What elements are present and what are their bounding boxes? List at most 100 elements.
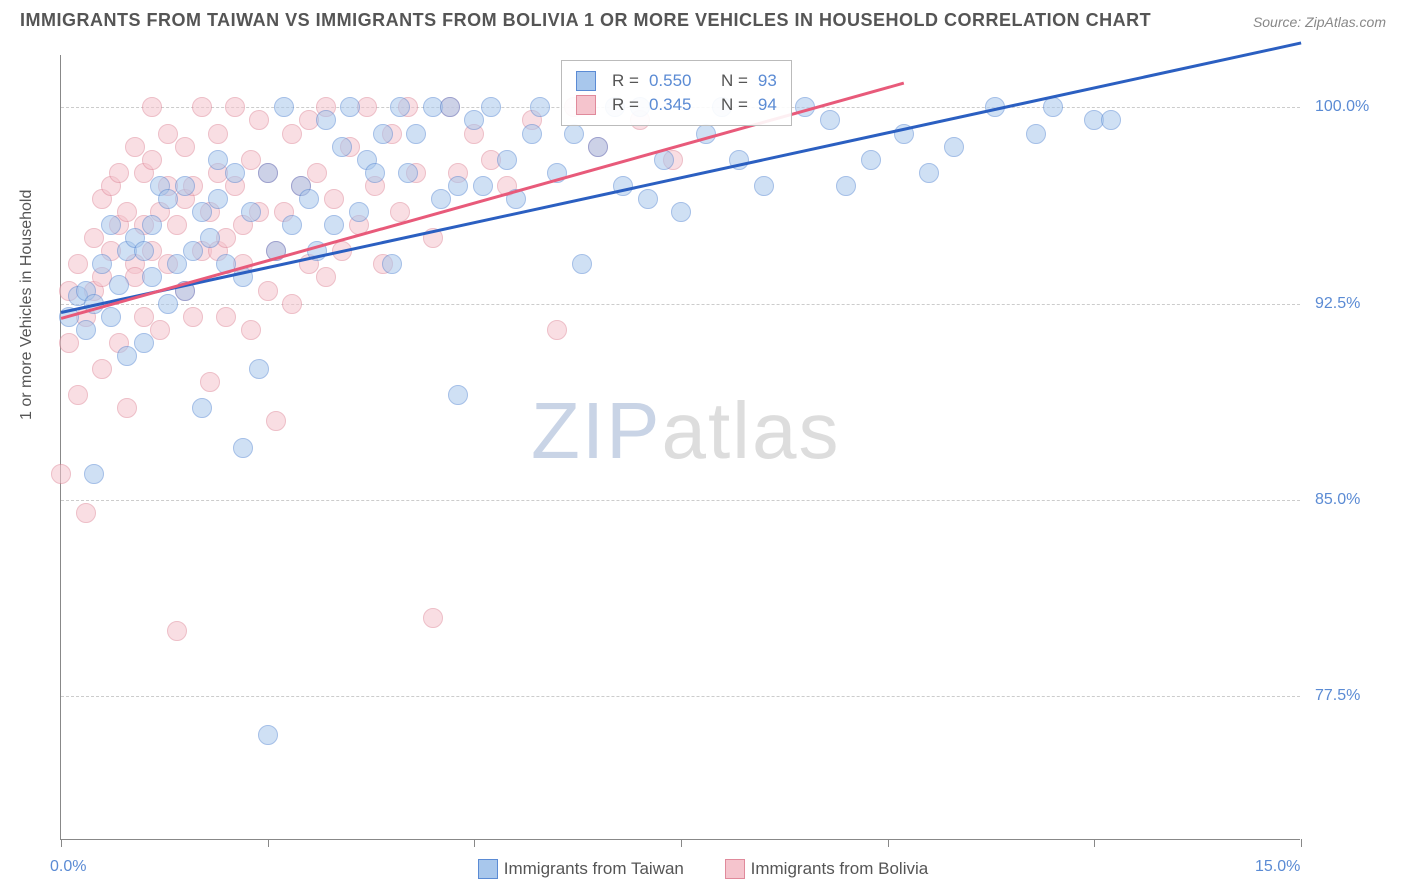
x-tick-label: 15.0% — [1255, 858, 1300, 876]
scatter-point — [200, 372, 220, 392]
y-tick-label: 92.5% — [1315, 295, 1360, 313]
y-tick-label: 100.0% — [1315, 98, 1369, 116]
scatter-point — [117, 346, 137, 366]
n-label: N = — [721, 71, 748, 91]
scatter-point — [175, 176, 195, 196]
scatter-point — [167, 254, 187, 274]
scatter-point — [208, 189, 228, 209]
scatter-point — [258, 281, 278, 301]
scatter-point — [192, 202, 212, 222]
scatter-point — [861, 150, 881, 170]
x-tick — [1094, 839, 1095, 847]
scatter-point — [76, 320, 96, 340]
scatter-point — [216, 307, 236, 327]
scatter-point — [249, 110, 269, 130]
scatter-point — [820, 110, 840, 130]
scatter-point — [944, 137, 964, 157]
scatter-point — [84, 464, 104, 484]
scatter-point — [522, 124, 542, 144]
scatter-point — [68, 385, 88, 405]
scatter-point — [233, 438, 253, 458]
scatter-point — [382, 254, 402, 274]
scatter-point — [282, 215, 302, 235]
legend-label-taiwan: Immigrants from Taiwan — [504, 859, 684, 879]
scatter-point — [431, 189, 451, 209]
x-tick — [888, 839, 889, 847]
n-value-bolivia: 94 — [758, 95, 777, 115]
gridline-h — [61, 500, 1300, 501]
correlation-stats-box: R = 0.550 N = 93 R = 0.345 N = 94 — [561, 60, 792, 126]
scatter-point — [671, 202, 691, 222]
watermark-atlas: atlas — [661, 386, 840, 475]
scatter-point — [530, 97, 550, 117]
scatter-point — [282, 294, 302, 314]
chart-title: IMMIGRANTS FROM TAIWAN VS IMMIGRANTS FRO… — [20, 10, 1151, 31]
scatter-point — [109, 163, 129, 183]
scatter-point — [68, 254, 88, 274]
scatter-point — [572, 254, 592, 274]
scatter-point — [266, 411, 286, 431]
scatter-point — [282, 124, 302, 144]
scatter-point — [183, 241, 203, 261]
r-value-taiwan: 0.550 — [649, 71, 692, 91]
scatter-point — [473, 176, 493, 196]
scatter-point — [142, 150, 162, 170]
x-tick — [61, 839, 62, 847]
gridline-h — [61, 696, 1300, 697]
y-axis-label: 1 or more Vehicles in Household — [18, 190, 36, 420]
scatter-point — [51, 464, 71, 484]
scatter-point — [324, 189, 344, 209]
bottom-legend: Immigrants from Taiwan Immigrants from B… — [0, 859, 1406, 884]
scatter-point — [101, 307, 121, 327]
scatter-point — [497, 150, 517, 170]
scatter-point — [76, 503, 96, 523]
scatter-point — [274, 97, 294, 117]
scatter-point — [547, 320, 567, 340]
x-tick-label: 0.0% — [50, 858, 86, 876]
n-value-taiwan: 93 — [758, 71, 777, 91]
y-tick-label: 85.0% — [1315, 491, 1360, 509]
scatter-point — [134, 241, 154, 261]
legend-swatch-taiwan — [478, 859, 498, 879]
legend-label-bolivia: Immigrants from Bolivia — [751, 859, 929, 879]
scatter-point — [836, 176, 856, 196]
watermark-zip: ZIP — [531, 386, 661, 475]
scatter-point — [448, 176, 468, 196]
scatter-point — [150, 320, 170, 340]
legend-swatch-bolivia — [725, 859, 745, 879]
scatter-point — [316, 267, 336, 287]
swatch-bolivia — [576, 95, 596, 115]
scatter-point — [307, 163, 327, 183]
scatter-point — [1101, 110, 1121, 130]
scatter-point — [101, 215, 121, 235]
scatter-point — [200, 228, 220, 248]
scatter-point — [406, 124, 426, 144]
scatter-point — [423, 608, 443, 628]
scatter-point — [142, 267, 162, 287]
scatter-point — [754, 176, 774, 196]
scatter-point — [440, 97, 460, 117]
scatter-point — [299, 189, 319, 209]
scatter-point — [92, 359, 112, 379]
r-value-bolivia: 0.345 — [649, 95, 692, 115]
scatter-point — [134, 333, 154, 353]
stats-row-taiwan: R = 0.550 N = 93 — [576, 71, 777, 91]
scatter-point — [365, 163, 385, 183]
scatter-point — [241, 202, 261, 222]
scatter-point — [1043, 97, 1063, 117]
r-label: R = — [612, 71, 639, 91]
scatter-point — [481, 97, 501, 117]
x-tick — [474, 839, 475, 847]
scatter-point — [175, 137, 195, 157]
scatter-point — [258, 163, 278, 183]
scatter-point — [109, 275, 129, 295]
scatter-point — [249, 359, 269, 379]
scatter-point — [464, 110, 484, 130]
stats-row-bolivia: R = 0.345 N = 94 — [576, 95, 777, 115]
scatter-point — [92, 254, 112, 274]
scatter-point — [142, 97, 162, 117]
scatter-point — [59, 333, 79, 353]
scatter-point — [332, 137, 352, 157]
scatter-point — [225, 163, 245, 183]
y-tick-label: 77.5% — [1315, 687, 1360, 705]
